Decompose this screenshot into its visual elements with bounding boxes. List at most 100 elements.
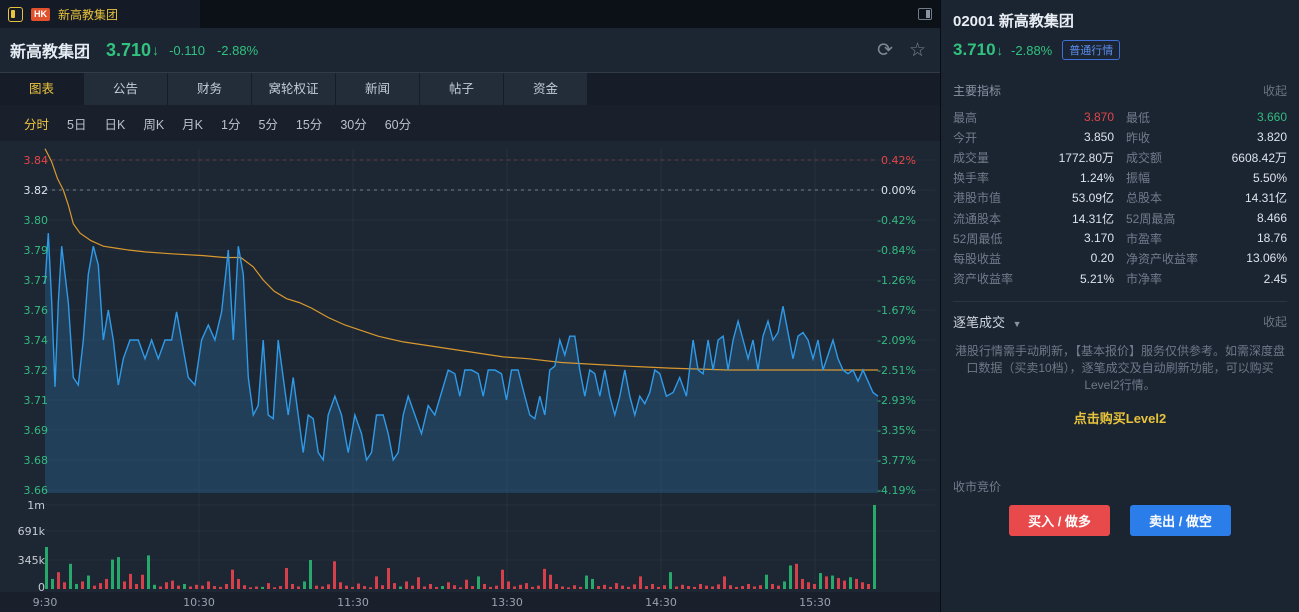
svg-text:3.66: 3.66: [24, 484, 49, 497]
svg-text:11:30: 11:30: [337, 596, 369, 609]
indicator-value: 1.24%: [1079, 170, 1114, 185]
indicator-label: 每股收益: [953, 251, 1002, 266]
market-hk-badge: HK: [31, 7, 50, 21]
indicator-label: 成交额: [1126, 150, 1163, 165]
svg-text:3.72: 3.72: [24, 364, 49, 377]
time-axis-labels: 9:30 10:30 11:30 13:30 14:30 15:30: [33, 596, 831, 609]
svg-text:9:30: 9:30: [33, 596, 58, 609]
svg-text:-4.19%: -4.19%: [877, 484, 916, 497]
svg-text:3.71: 3.71: [24, 394, 49, 407]
indicator-row: 今开 3.850 昨收 3.820: [953, 127, 1287, 147]
panel-stock-title: 02001 新高教集团: [953, 13, 1074, 30]
indicators-title: 主要指标: [953, 84, 1002, 98]
indicator-row: 换手率 1.24% 振幅 5.50%: [953, 168, 1287, 188]
svg-text:-2.51%: -2.51%: [877, 364, 916, 377]
indicator-label: 成交量: [953, 150, 990, 165]
minute-chart[interactable]: 3.84 3.82 3.80 3.79 3.77 3.76 3.74 3.72 3.71 3.69…: [0, 141, 940, 612]
svg-text:3.77: 3.77: [24, 274, 49, 287]
indicator-label: 52周最高: [1126, 211, 1176, 226]
indicator-label: 净资产收益率: [1126, 251, 1199, 266]
buy-level2-link[interactable]: 点击购买Level2: [1073, 410, 1167, 426]
panel-price-down-arrow-icon: ↓: [996, 42, 1004, 58]
period-month-k[interactable]: 月K: [182, 117, 203, 132]
indicator-row: 流通股本 14.31亿 52周最高 8.466: [953, 208, 1287, 228]
main-tabs: 图表 公告 财务 窝轮权证 新闻 帖子 资金: [0, 72, 940, 105]
period-5day[interactable]: 5日: [67, 117, 87, 132]
svg-text:13:30: 13:30: [491, 596, 523, 609]
indicator-value: 1772.80万: [1058, 150, 1114, 165]
indicator-value: 0.20: [1090, 251, 1114, 266]
indicator-value: 5.21%: [1079, 271, 1114, 286]
svg-text:3.69: 3.69: [24, 424, 49, 437]
indicator-label: 市盈率: [1126, 231, 1163, 246]
sidebar-toggle-icon[interactable]: [8, 6, 23, 22]
indicator-label: 总股本: [1126, 191, 1163, 206]
tab-chart[interactable]: 图表: [0, 73, 83, 105]
svg-text:-0.42%: -0.42%: [877, 214, 916, 227]
svg-text:3.79: 3.79: [24, 244, 49, 257]
svg-text:3.76: 3.76: [24, 304, 49, 317]
time-axis: [0, 592, 940, 612]
indicators-collapse-button[interactable]: 收起: [1262, 84, 1287, 98]
stock-name: 新高教集团: [10, 44, 91, 61]
tick-trades-dropdown[interactable]: 逐笔成交 ▼: [953, 312, 1022, 331]
period-realtime[interactable]: 分时: [24, 117, 50, 132]
price-axis-labels: 3.84 3.82 3.80 3.79 3.77 3.76 3.74 3.72 3.71 3.69…: [24, 154, 49, 497]
period-1min[interactable]: 1分: [221, 117, 241, 132]
tab-financials[interactable]: 财务: [168, 73, 251, 105]
volume-axis-labels: 1m 691k 345k 0: [18, 499, 46, 594]
indicator-value: 13.06%: [1246, 251, 1287, 266]
svg-text:-3.77%: -3.77%: [877, 454, 916, 467]
indicator-value: 8.466: [1256, 211, 1287, 226]
tab-news[interactable]: 新闻: [336, 73, 419, 105]
percent-axis-labels: 0.42% 0.00% -0.42% -0.84% -1.26% -1.67% -2.09%…: [877, 154, 916, 497]
svg-text:3.80: 3.80: [24, 214, 49, 227]
tick-trades-collapse-button[interactable]: 收起: [1262, 314, 1287, 329]
svg-text:15:30: 15:30: [799, 596, 831, 609]
quote-level-badge: 普通行情: [1062, 40, 1121, 60]
window-tab-strip: HK 新高教集团: [0, 0, 940, 28]
tick-trades-title: 逐笔成交: [953, 314, 1006, 330]
refresh-icon[interactable]: ⟳: [877, 39, 893, 61]
indicator-label: 最高: [953, 110, 978, 125]
svg-text:0: 0: [38, 581, 45, 594]
period-5min[interactable]: 5分: [258, 117, 278, 132]
svg-text:3.82: 3.82: [24, 184, 49, 197]
tab-posts[interactable]: 帖子: [420, 73, 503, 105]
avg-price-line: [44, 148, 878, 371]
sell-short-button[interactable]: 卖出 / 做空: [1130, 505, 1231, 536]
period-week-k[interactable]: 周K: [143, 117, 165, 132]
panel-toggle-icon[interactable]: [918, 8, 932, 20]
svg-text:-0.84%: -0.84%: [877, 244, 916, 257]
svg-text:-1.26%: -1.26%: [877, 274, 916, 287]
indicator-label: 流通股本: [953, 211, 1002, 226]
indicator-value: 2.45: [1263, 271, 1287, 286]
chart-section: HK 新高教集团 新高教集团 3.710 ↓ -0.110 -2.88% ⟳ ☆…: [0, 0, 940, 612]
indicator-value: 3.820: [1256, 130, 1287, 145]
indicator-value: 3.660: [1256, 110, 1287, 125]
buy-long-button[interactable]: 买入 / 做多: [1009, 505, 1110, 536]
period-60min[interactable]: 60分: [384, 117, 412, 132]
minute-chart-svg[interactable]: 3.84 3.82 3.80 3.79 3.77 3.76 3.74 3.72 3.71 3.69…: [0, 141, 940, 612]
svg-text:345k: 345k: [18, 554, 46, 567]
indicator-value: 6608.42万: [1231, 150, 1287, 165]
period-30min[interactable]: 30分: [340, 117, 367, 132]
indicator-row: 资产收益率 5.21% 市净率 2.45: [953, 269, 1287, 289]
stock-window-tab[interactable]: HK 新高教集团: [0, 0, 200, 28]
svg-text:3.84: 3.84: [24, 154, 49, 167]
indicator-value: 3.170: [1083, 231, 1114, 246]
star-icon[interactable]: ☆: [908, 39, 926, 61]
period-day-k[interactable]: 日K: [104, 117, 126, 132]
period-15min[interactable]: 15分: [295, 117, 323, 132]
tab-warrants[interactable]: 窝轮权证: [252, 73, 335, 105]
svg-text:0.42%: 0.42%: [881, 154, 916, 167]
tab-announcements[interactable]: 公告: [84, 73, 167, 105]
indicator-row: 每股收益 0.20 净资产收益率 13.06%: [953, 248, 1287, 268]
price-change: -0.110: [169, 42, 205, 58]
tab-funds[interactable]: 资金: [504, 73, 587, 105]
svg-text:10:30: 10:30: [183, 596, 215, 609]
indicator-row: 港股市值 53.09亿 总股本 14.31亿: [953, 188, 1287, 208]
svg-text:1m: 1m: [27, 499, 45, 512]
volume-bars: [45, 505, 876, 589]
